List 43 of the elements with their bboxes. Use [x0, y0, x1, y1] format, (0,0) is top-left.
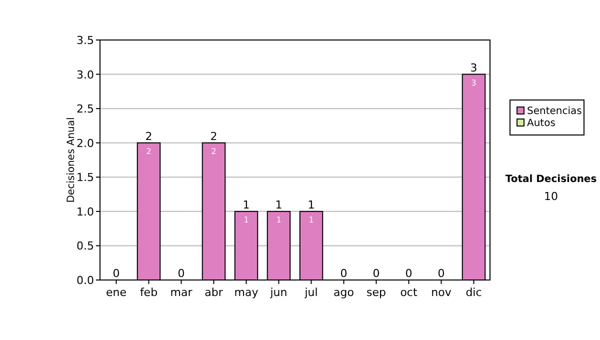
- data-label: 1: [308, 215, 314, 224]
- total-label: 0: [112, 267, 120, 280]
- x-tick-label: dic: [466, 286, 482, 299]
- legend-label: Sentencias: [527, 106, 582, 117]
- x-tick-label: sep: [366, 286, 386, 299]
- total-label: 2: [210, 130, 218, 143]
- total-label: 0: [178, 267, 185, 280]
- x-tick-label: abr: [204, 286, 224, 299]
- total-label: 1: [308, 198, 315, 212]
- y-tick-label: 0.5: [76, 240, 94, 253]
- x-tick-label: feb: [140, 286, 158, 299]
- total-label: 0: [372, 267, 380, 280]
- total-label: 1: [242, 198, 250, 212]
- legend-label: Autos: [527, 118, 556, 129]
- y-tick-label: 3.0: [76, 68, 94, 82]
- data-label: 2: [211, 146, 216, 156]
- total-label: 2: [145, 130, 152, 143]
- x-tick-label: nov: [431, 286, 452, 299]
- y-tick-label: 2.5: [76, 102, 94, 116]
- x-tick-label: ene: [106, 286, 127, 299]
- data-label: 1: [276, 215, 282, 224]
- y-tick-label: 1.5: [76, 171, 94, 184]
- y-tick-label: 1.0: [76, 205, 94, 218]
- x-tick-label: mar: [170, 286, 193, 299]
- data-label: 3: [471, 78, 476, 88]
- y-tick-label: 3.5: [76, 34, 94, 47]
- total-label: 0: [438, 267, 445, 280]
- x-tick-label: may: [234, 286, 259, 299]
- x-tick-label: jun: [269, 286, 288, 299]
- total-label: 0: [405, 267, 412, 280]
- total-label: 0: [340, 267, 348, 280]
- x-tick-label: jul: [304, 286, 318, 299]
- y-tick-label: 2.0: [76, 136, 94, 150]
- text: Total Decisiones: [505, 174, 597, 185]
- data-label: 1: [244, 215, 249, 224]
- x-tick-label: ago: [334, 286, 354, 299]
- text: 10: [544, 190, 558, 203]
- data-label: 2: [146, 146, 152, 156]
- x-tick-label: oct: [400, 286, 418, 299]
- total-label: 1: [275, 198, 282, 212]
- total-label: 3: [470, 61, 478, 74]
- y-tick-label: 0.0: [76, 274, 94, 287]
- y-axis-title: Decisiones Anual: [66, 117, 77, 203]
